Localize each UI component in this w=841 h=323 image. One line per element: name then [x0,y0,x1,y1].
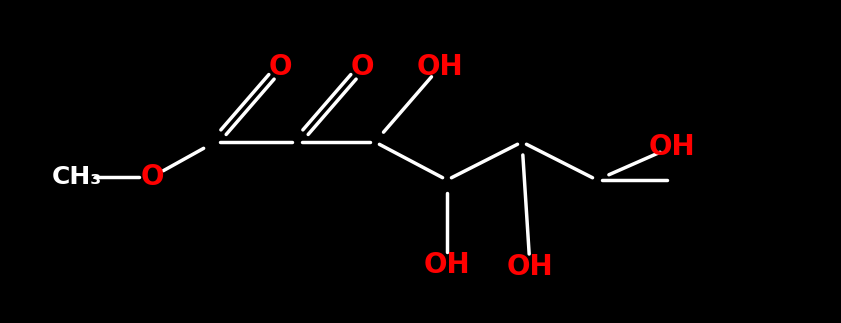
Text: CH₃: CH₃ [52,165,102,189]
Text: O: O [350,53,373,81]
Text: O: O [140,163,164,191]
Text: OH: OH [424,251,470,279]
Text: O: O [268,53,292,81]
Text: OH: OH [506,253,553,281]
Text: OH: OH [648,133,696,161]
Text: OH: OH [416,53,463,81]
